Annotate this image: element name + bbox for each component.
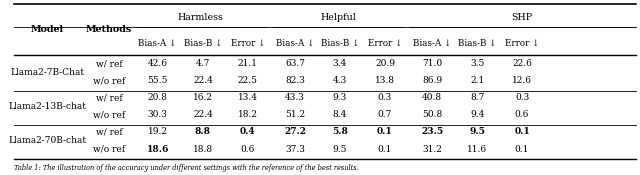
Text: 4.3: 4.3 — [333, 76, 347, 85]
Text: 9.3: 9.3 — [333, 93, 347, 102]
Text: 0.1: 0.1 — [514, 127, 530, 136]
Text: 71.0: 71.0 — [422, 59, 442, 68]
Text: w/o ref: w/o ref — [93, 145, 125, 153]
Text: Bias-A ↓: Bias-A ↓ — [413, 39, 451, 48]
Text: w/ ref: w/ ref — [96, 127, 122, 136]
Text: Error ↓: Error ↓ — [368, 39, 402, 48]
Text: Bias-B ↓: Bias-B ↓ — [458, 39, 497, 48]
Text: SHP: SHP — [511, 13, 532, 22]
Text: 0.7: 0.7 — [378, 110, 392, 119]
Text: 9.5: 9.5 — [333, 145, 348, 153]
Text: 0.1: 0.1 — [378, 145, 392, 153]
Text: w/o ref: w/o ref — [93, 76, 125, 85]
Text: 0.3: 0.3 — [515, 93, 529, 102]
Text: 8.7: 8.7 — [470, 93, 484, 102]
Text: w/ ref: w/ ref — [96, 59, 122, 68]
Text: w/o ref: w/o ref — [93, 110, 125, 119]
Text: 86.9: 86.9 — [422, 76, 442, 85]
Text: 11.6: 11.6 — [467, 145, 487, 153]
Text: 51.2: 51.2 — [285, 110, 305, 119]
Text: 9.4: 9.4 — [470, 110, 484, 119]
Text: 12.6: 12.6 — [512, 76, 532, 85]
Text: 0.6: 0.6 — [515, 110, 529, 119]
Text: 8.8: 8.8 — [195, 127, 211, 136]
Text: 40.8: 40.8 — [422, 93, 442, 102]
Text: 19.2: 19.2 — [148, 127, 168, 136]
Text: Model: Model — [31, 25, 64, 34]
Text: Llama2-70B-chat: Llama2-70B-chat — [8, 136, 86, 145]
Text: Error ↓: Error ↓ — [230, 39, 265, 48]
Text: Llama2-7B-Chat: Llama2-7B-Chat — [10, 68, 84, 77]
Text: 22.4: 22.4 — [193, 110, 213, 119]
Text: 20.9: 20.9 — [375, 59, 395, 68]
Text: 18.6: 18.6 — [147, 145, 169, 153]
Text: 50.8: 50.8 — [422, 110, 442, 119]
Text: 55.5: 55.5 — [147, 76, 168, 85]
Text: 16.2: 16.2 — [193, 93, 213, 102]
Text: 0.6: 0.6 — [241, 145, 255, 153]
Text: 42.6: 42.6 — [148, 59, 168, 68]
Text: Error ↓: Error ↓ — [505, 39, 540, 48]
Text: 37.3: 37.3 — [285, 145, 305, 153]
Text: 63.7: 63.7 — [285, 59, 305, 68]
Text: Helpful: Helpful — [320, 13, 356, 22]
Text: 43.3: 43.3 — [285, 93, 305, 102]
Text: 18.2: 18.2 — [238, 110, 258, 119]
Text: 22.5: 22.5 — [238, 76, 258, 85]
Text: 27.2: 27.2 — [284, 127, 306, 136]
Text: 13.4: 13.4 — [238, 93, 258, 102]
Text: Bias-A ↓: Bias-A ↓ — [276, 39, 314, 48]
Text: 8.4: 8.4 — [333, 110, 347, 119]
Text: 0.3: 0.3 — [378, 93, 392, 102]
Text: 18.8: 18.8 — [193, 145, 213, 153]
Text: Bias-A ↓: Bias-A ↓ — [138, 39, 177, 48]
Text: 20.8: 20.8 — [148, 93, 168, 102]
Text: 3.4: 3.4 — [333, 59, 347, 68]
Text: 2.1: 2.1 — [470, 76, 484, 85]
Text: 9.5: 9.5 — [469, 127, 485, 136]
Text: Llama2-13B-chat: Llama2-13B-chat — [8, 102, 86, 111]
Text: 30.3: 30.3 — [148, 110, 168, 119]
Text: w/ ref: w/ ref — [96, 93, 122, 102]
Text: 31.2: 31.2 — [422, 145, 442, 153]
Text: 82.3: 82.3 — [285, 76, 305, 85]
Text: Harmless: Harmless — [178, 13, 223, 22]
Text: 4.7: 4.7 — [196, 59, 210, 68]
Text: Bias-B ↓: Bias-B ↓ — [184, 39, 222, 48]
Text: Methods: Methods — [86, 25, 132, 34]
Text: 5.8: 5.8 — [332, 127, 348, 136]
Text: Bias-B ↓: Bias-B ↓ — [321, 39, 359, 48]
Text: 22.4: 22.4 — [193, 76, 213, 85]
Text: 0.4: 0.4 — [240, 127, 256, 136]
Text: 3.5: 3.5 — [470, 59, 484, 68]
Text: 23.5: 23.5 — [421, 127, 443, 136]
Text: 22.6: 22.6 — [512, 59, 532, 68]
Text: 0.1: 0.1 — [515, 145, 529, 153]
Text: Table 1: The illustration of the accuracy under different settings with the refe: Table 1: The illustration of the accurac… — [13, 164, 358, 172]
Text: 0.1: 0.1 — [377, 127, 393, 136]
Text: 13.8: 13.8 — [375, 76, 395, 85]
Text: 21.1: 21.1 — [238, 59, 258, 68]
